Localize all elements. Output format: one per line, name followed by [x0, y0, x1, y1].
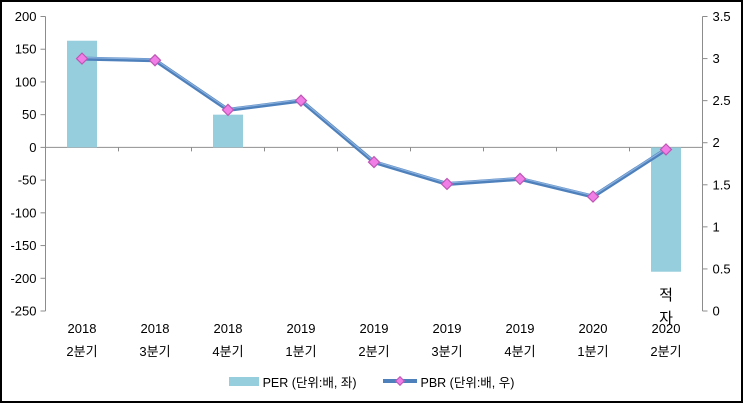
left-axis-tick-label: 150	[15, 42, 37, 57]
category-year-label: 2019	[506, 321, 535, 336]
right-axis-tick-label: 2.5	[713, 93, 731, 108]
category-quarter-label: 4분기	[504, 344, 535, 359]
category-year-label: 2020	[652, 321, 681, 336]
category-year-label: 2018	[141, 321, 170, 336]
pbr-marker-diamond-icon	[294, 94, 308, 108]
pbr-legend-line-icon	[382, 376, 417, 386]
category-quarter-label: 4분기	[212, 344, 243, 359]
left-axis-tick-label: -150	[10, 238, 36, 253]
pbr-marker-diamond-icon	[586, 190, 600, 203]
right-axis-tick-label: 3	[713, 51, 720, 66]
deficit-annotation: 적	[659, 287, 673, 304]
pbr-marker-diamond-icon	[75, 52, 89, 65]
category-quarter-label: 3분기	[139, 344, 170, 359]
left-axis-tick-label: 0	[29, 140, 36, 155]
right-axis-tick-label: 0	[713, 304, 720, 319]
legend-item-per: PER (단위:배, 좌)	[228, 372, 357, 391]
category-quarter-label: 1분기	[285, 344, 316, 359]
deficit-annotation: 자	[659, 310, 673, 327]
category-quarter-label: 2분기	[650, 344, 681, 359]
right-axis-tick-label: 0.5	[713, 261, 731, 276]
category-year-label: 2020	[579, 321, 608, 336]
category-year-label: 2018	[68, 321, 97, 336]
right-axis-tick-label: 3.5	[713, 9, 731, 24]
right-axis-tick-label: 1.5	[713, 177, 731, 192]
pbr-marker-diamond-icon	[221, 103, 235, 117]
category-quarter-label: 1분기	[577, 344, 608, 359]
category-year-label: 2019	[287, 321, 316, 336]
pbr-marker-diamond-icon	[659, 143, 673, 156]
per-legend-label: PER (단위:배, 좌)	[262, 375, 357, 390]
category-year-label: 2018	[214, 321, 243, 336]
per-legend-swatch-icon	[228, 376, 259, 386]
per-bar	[213, 114, 243, 148]
legend: PER (단위:배, 좌) PBR (단위:배, 우)	[0, 371, 743, 391]
left-axis-tick-label: -250	[10, 304, 36, 319]
left-axis-tick-label: 100	[15, 74, 37, 89]
category-year-label: 2019	[360, 321, 389, 336]
category-quarter-label: 2분기	[358, 344, 389, 359]
pbr-marker-diamond-icon	[148, 53, 162, 67]
category-year-label: 2019	[433, 321, 462, 336]
pbr-legend-label: PBR (단위:배, 우)	[420, 375, 515, 390]
pbr-marker-diamond-icon	[367, 155, 381, 169]
right-axis-tick-label: 1	[713, 219, 720, 234]
pbr-marker-diamond-icon	[440, 177, 454, 191]
category-quarter-label: 3분기	[431, 344, 462, 359]
legend-item-pbr: PBR (단위:배, 우)	[382, 372, 515, 391]
left-axis-tick-label: -100	[10, 205, 36, 220]
right-axis-tick-label: 2	[713, 135, 720, 150]
pbr-legend-diamond-icon	[394, 376, 405, 386]
pbr-marker-diamond-icon	[513, 172, 527, 186]
left-axis-tick-label: 200	[15, 9, 37, 24]
left-axis-tick-label: -200	[10, 271, 36, 286]
left-axis-tick-label: 50	[22, 107, 36, 122]
category-quarter-label: 2분기	[66, 344, 97, 359]
left-axis-tick-label: -50	[18, 173, 37, 188]
per-bar	[651, 147, 681, 272]
